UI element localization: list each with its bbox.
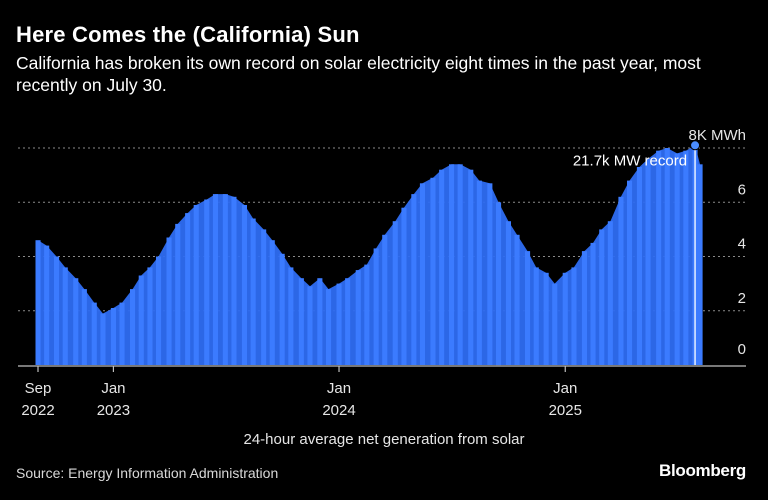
generation-bar	[298, 278, 304, 365]
generation-bar	[496, 202, 502, 366]
generation-bar	[193, 205, 199, 365]
generation-bar	[683, 150, 689, 365]
generation-bar	[288, 267, 294, 365]
x-tick-label-year: 2022	[21, 402, 54, 419]
generation-bar	[73, 278, 79, 365]
generation-bar	[364, 264, 370, 365]
generation-bar	[533, 267, 539, 365]
x-tick-label-year: 2025	[549, 402, 582, 419]
record-label: 21.7k MW record	[573, 152, 687, 169]
generation-bar	[185, 213, 191, 365]
generation-bar	[487, 183, 493, 365]
generation-bar	[130, 289, 136, 365]
generation-bar	[147, 267, 153, 365]
generation-bar	[81, 289, 87, 365]
generation-bar	[618, 196, 624, 365]
generation-bar	[590, 242, 596, 365]
x-tick-label-year: 2023	[97, 402, 130, 419]
generation-bar	[401, 207, 407, 365]
x-tick-label-year: 2024	[322, 402, 355, 419]
x-tick-label-month: Sep	[25, 380, 52, 397]
bloomberg-logo: Bloomberg	[658, 461, 746, 480]
generation-bar	[382, 234, 388, 365]
generation-bar	[373, 248, 379, 365]
generation-bar	[599, 229, 605, 365]
generation-bar	[261, 229, 267, 365]
record-annotation: 21.7k MW record	[573, 140, 701, 365]
y-tick-label: 2	[738, 290, 746, 307]
source-note: Source: Energy Information Administratio…	[16, 465, 279, 481]
generation-bar	[100, 313, 106, 365]
generation-bar	[62, 267, 68, 365]
generation-bar	[156, 256, 162, 365]
generation-bar	[656, 150, 662, 365]
generation-bar	[110, 308, 116, 365]
generation-bar	[307, 286, 313, 365]
generation-bar	[411, 194, 417, 365]
chart-title: Here Comes the (California) Sun	[16, 22, 360, 47]
generation-bar	[552, 283, 558, 365]
generation-bar	[627, 180, 633, 365]
generation-bar	[439, 169, 445, 365]
chart-subtitle: California has broken its own record on …	[16, 53, 701, 95]
generation-bar	[269, 240, 275, 365]
generation-bar	[636, 167, 642, 365]
generation-bar	[138, 275, 144, 365]
record-marker	[690, 140, 701, 151]
generation-bar	[525, 251, 531, 365]
generation-bar	[35, 240, 41, 365]
generation-bar	[345, 278, 351, 365]
generation-bar	[91, 302, 97, 365]
generation-bar	[607, 221, 613, 365]
generation-bar	[54, 256, 60, 365]
generation-bar	[457, 164, 463, 365]
generation-bar	[279, 253, 285, 365]
generation-bar	[175, 223, 181, 365]
generation-bar	[44, 245, 50, 365]
generation-bar	[241, 205, 247, 365]
generation-bar	[419, 183, 425, 365]
y-tick-label: 4	[738, 236, 746, 253]
generation-bar	[119, 302, 125, 365]
generation-bar	[430, 177, 436, 365]
y-tick-label: 8K MWh	[688, 127, 746, 144]
generation-bar	[449, 164, 455, 365]
y-axis: 0 2 4 6 8K MWh	[688, 127, 746, 358]
y-tick-label: 6	[738, 181, 746, 198]
generation-bar	[571, 267, 577, 365]
generation-bar	[336, 283, 342, 365]
x-tick-label-month: Jan	[327, 380, 351, 397]
generation-bar	[476, 180, 482, 365]
generation-bar	[505, 221, 511, 365]
generation-bar	[468, 169, 474, 365]
generation-bar	[581, 251, 587, 365]
generation-bar	[514, 234, 520, 365]
generation-bar	[645, 158, 651, 365]
generation-bar	[664, 148, 670, 365]
generation-bar	[317, 278, 323, 365]
generation-bar	[204, 199, 210, 365]
generation-bar	[212, 194, 218, 365]
x-axis: Sep 2022 Jan 2023 Jan 2024 Jan 2025	[18, 365, 746, 419]
generation-bar	[674, 153, 680, 365]
generation-bar	[697, 164, 703, 365]
generation-bar	[250, 218, 256, 365]
generation-bar	[543, 272, 549, 365]
x-tick-label-month: Jan	[101, 380, 125, 397]
generation-bars	[35, 145, 703, 366]
generation-bar	[355, 270, 361, 365]
generation-bar	[231, 196, 237, 365]
x-tick-label-month: Jan	[553, 380, 577, 397]
generation-bar	[392, 221, 398, 365]
y-tick-label: 0	[738, 341, 746, 358]
generation-bar	[326, 289, 332, 365]
generation-bar	[562, 272, 568, 365]
generation-bar	[222, 194, 228, 365]
generation-bar	[166, 237, 172, 365]
x-axis-caption: 24-hour average net generation from sola…	[243, 431, 525, 448]
